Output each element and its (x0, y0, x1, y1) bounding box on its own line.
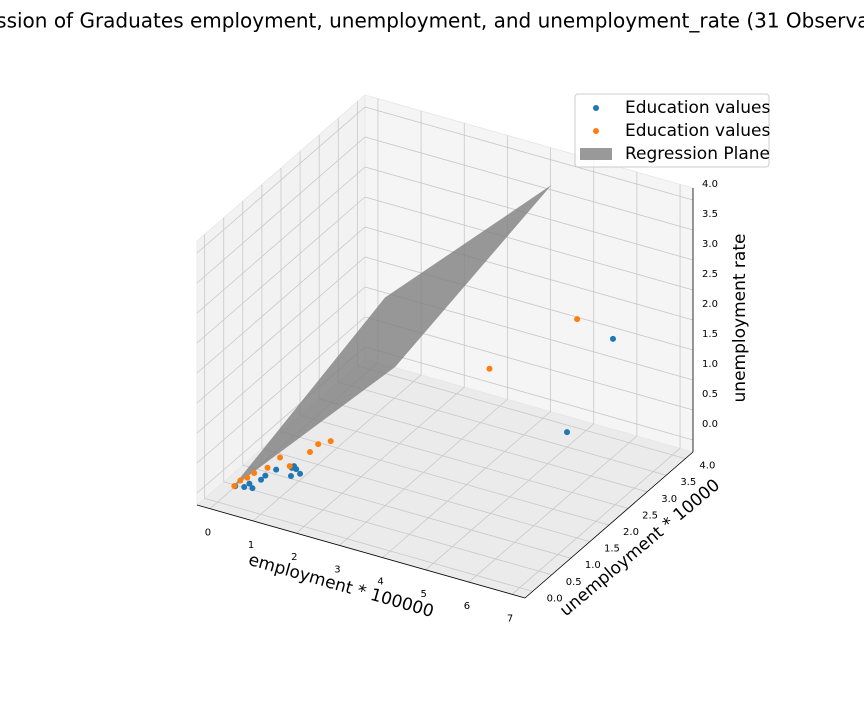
point (273, 466, 280, 473)
y-tick-label: 1.0 (585, 560, 601, 571)
y-tick-label: 3.0 (661, 494, 677, 505)
point (237, 477, 244, 484)
z-tick-label: 2.5 (702, 269, 718, 280)
grid-line (280, 431, 610, 526)
x-tick-label: 4 (377, 577, 383, 588)
x-tick-label: 0 (205, 528, 211, 539)
x-tick-label: 1 (248, 540, 254, 551)
legend-label: Education values (625, 98, 770, 118)
z-tick-label: 4.0 (702, 179, 718, 190)
legend-label: Education values (625, 121, 770, 141)
grid-line (196, 136, 366, 284)
point (246, 480, 253, 487)
point (327, 438, 334, 445)
point (258, 476, 265, 483)
regression-plane (231, 184, 552, 489)
grid-line (204, 497, 533, 592)
grid-line (242, 464, 571, 559)
point (297, 470, 304, 477)
grid-line (223, 481, 552, 576)
grid-line (338, 381, 667, 476)
z-tick-label: 1.5 (702, 329, 718, 340)
legend-marker (580, 148, 612, 160)
x-tick-label: 7 (507, 613, 513, 624)
x-tick-label: 5 (421, 589, 427, 600)
legend: Education values Education values Regressi… (574, 93, 770, 168)
point (609, 335, 616, 342)
z-tick-label: 3.5 (702, 209, 718, 220)
y-tick-label: 0.5 (566, 577, 582, 588)
y-tick-label: 0.0 (547, 593, 563, 604)
chart-title: Regression of Graduates employment, unem… (0, 9, 864, 33)
point (291, 463, 298, 470)
legend-marker (593, 105, 599, 111)
point (249, 485, 256, 492)
z-tick-label: 1.0 (702, 359, 718, 370)
point (262, 472, 269, 479)
x-tick-label: 3 (334, 564, 340, 575)
z-tick-label: 3.0 (702, 239, 718, 250)
y-tick-label: 3.5 (680, 477, 696, 488)
x-tick-label: 6 (464, 601, 470, 612)
point (564, 429, 571, 436)
point (574, 316, 581, 323)
point (286, 463, 293, 470)
grid-line (196, 226, 366, 374)
x-tick-label: 2 (291, 552, 297, 563)
grid-line (364, 256, 694, 351)
legend-box (574, 93, 770, 168)
grid-line (357, 365, 686, 460)
grid-line (364, 226, 694, 321)
point (264, 464, 271, 471)
point (306, 449, 313, 456)
axis-line (524, 451, 694, 599)
grid-line (196, 286, 366, 434)
axis-line (196, 504, 526, 599)
point (277, 454, 284, 461)
grid-line (196, 196, 366, 344)
y-tick-label: 4.0 (699, 461, 715, 472)
y-tick-label: 1.5 (604, 544, 620, 555)
point (244, 474, 251, 481)
legend-marker (593, 128, 599, 134)
point (251, 469, 258, 476)
grid-line (196, 256, 366, 404)
grid-line (196, 166, 366, 314)
point (287, 473, 294, 480)
y-tick-label: 2.0 (623, 527, 639, 538)
point (231, 482, 238, 489)
legend-label: Regression Plane (625, 144, 770, 164)
z-tick-label: 0.5 (702, 389, 718, 400)
grid-line (364, 166, 694, 261)
grid-line (364, 106, 694, 201)
grid-line (364, 196, 694, 291)
grid-line (364, 136, 694, 231)
z-tick-label: 0.0 (702, 419, 718, 430)
z-axis-label: unemployment rate (730, 234, 750, 403)
grid-line (319, 398, 648, 493)
grid-line (261, 448, 591, 542)
z-tick-label: 2.0 (702, 299, 718, 310)
point (241, 483, 248, 490)
grid-line (196, 316, 366, 464)
point (486, 365, 493, 372)
y-tick-label: 2.5 (642, 510, 658, 521)
point (315, 441, 322, 448)
grid-line (299, 415, 629, 509)
grid-line (364, 346, 694, 441)
grid-line (196, 106, 366, 254)
